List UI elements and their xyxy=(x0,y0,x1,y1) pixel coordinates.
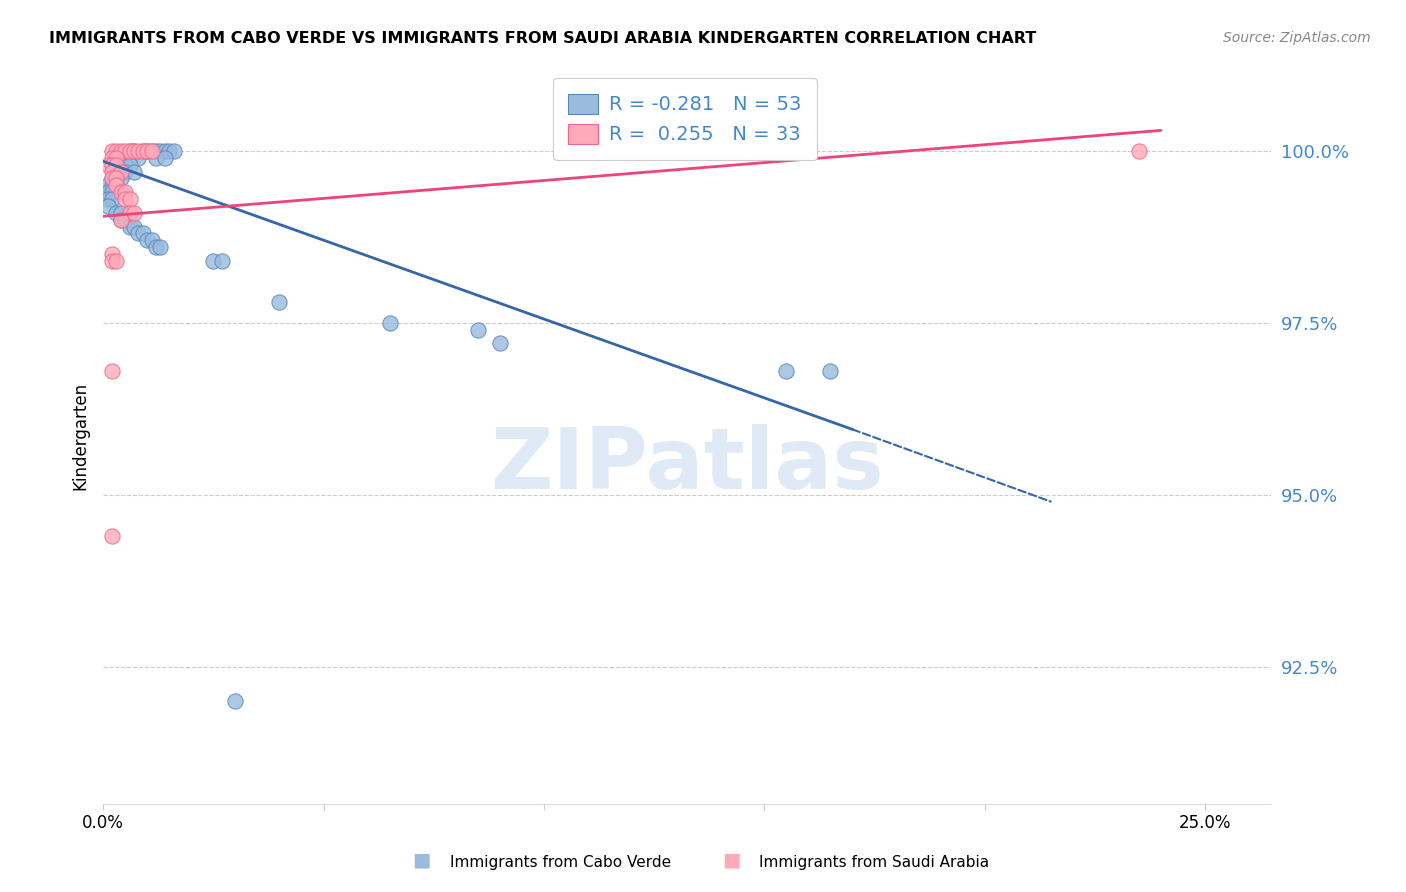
Point xyxy=(122,164,145,178)
Point xyxy=(105,171,128,186)
Point xyxy=(110,164,132,178)
Point xyxy=(96,178,118,193)
Point xyxy=(224,694,246,708)
Point xyxy=(118,144,141,158)
Point xyxy=(96,186,118,200)
Y-axis label: Kindergarten: Kindergarten xyxy=(72,382,89,491)
Point xyxy=(122,219,145,234)
Text: Immigrants from Saudi Arabia: Immigrants from Saudi Arabia xyxy=(759,855,990,870)
Point xyxy=(101,171,124,186)
Point xyxy=(127,144,149,158)
Point xyxy=(141,144,163,158)
Point xyxy=(105,158,128,172)
Point xyxy=(149,240,172,254)
Point xyxy=(105,178,128,193)
Point xyxy=(96,158,118,172)
Point xyxy=(118,158,141,172)
Point xyxy=(211,254,233,268)
Point xyxy=(110,171,132,186)
Point xyxy=(149,144,172,158)
Point xyxy=(136,144,159,158)
Point xyxy=(96,199,118,213)
Point xyxy=(101,192,124,206)
Point xyxy=(118,206,141,220)
Point xyxy=(122,144,145,158)
Point xyxy=(202,254,225,268)
Point xyxy=(110,212,132,227)
Point xyxy=(378,316,401,330)
Point xyxy=(110,206,132,220)
Point xyxy=(127,227,149,241)
Point xyxy=(114,164,136,178)
Point xyxy=(141,144,163,158)
Text: IMMIGRANTS FROM CABO VERDE VS IMMIGRANTS FROM SAUDI ARABIA KINDERGARTEN CORRELAT: IMMIGRANTS FROM CABO VERDE VS IMMIGRANTS… xyxy=(49,31,1036,46)
Point xyxy=(1128,144,1150,158)
Point xyxy=(101,164,124,178)
Point xyxy=(127,151,149,165)
Point xyxy=(269,295,291,310)
Point xyxy=(110,158,132,172)
Point xyxy=(141,233,163,247)
Point xyxy=(132,144,155,158)
Text: ■: ■ xyxy=(412,851,432,870)
Text: ZIPatlas: ZIPatlas xyxy=(491,425,884,508)
Point xyxy=(101,171,124,186)
Point xyxy=(110,212,132,227)
Point xyxy=(101,364,124,378)
Point xyxy=(101,144,124,158)
Point xyxy=(105,254,128,268)
Point xyxy=(118,192,141,206)
Point xyxy=(163,144,186,158)
Point xyxy=(132,144,155,158)
Point xyxy=(122,206,145,220)
Point xyxy=(136,233,159,247)
Point xyxy=(114,144,136,158)
Point xyxy=(114,212,136,227)
Point xyxy=(775,364,797,378)
Point xyxy=(153,144,176,158)
Point xyxy=(101,158,124,172)
Text: Source: ZipAtlas.com: Source: ZipAtlas.com xyxy=(1223,31,1371,45)
Point xyxy=(105,178,128,193)
Point xyxy=(136,144,159,158)
Point xyxy=(105,164,128,178)
Point xyxy=(101,247,124,261)
Point xyxy=(114,158,136,172)
Point xyxy=(110,164,132,178)
Text: ■: ■ xyxy=(721,851,741,870)
Point xyxy=(122,144,145,158)
Point xyxy=(118,144,141,158)
Point xyxy=(488,336,510,351)
Legend: R = -0.281   N = 53, R =  0.255   N = 33: R = -0.281 N = 53, R = 0.255 N = 33 xyxy=(553,78,817,160)
Point xyxy=(101,186,124,200)
Point xyxy=(101,254,124,268)
Point xyxy=(114,186,136,200)
Point xyxy=(101,529,124,543)
Point xyxy=(145,240,167,254)
Point xyxy=(118,219,141,234)
Point xyxy=(110,186,132,200)
Point xyxy=(820,364,842,378)
Point xyxy=(105,144,128,158)
Point xyxy=(101,151,124,165)
Point xyxy=(467,323,489,337)
Point xyxy=(110,144,132,158)
Point xyxy=(105,206,128,220)
Point xyxy=(145,144,167,158)
Point xyxy=(132,227,155,241)
Point xyxy=(157,144,180,158)
Point xyxy=(118,151,141,165)
Point xyxy=(105,171,128,186)
Point xyxy=(114,192,136,206)
Text: Immigrants from Cabo Verde: Immigrants from Cabo Verde xyxy=(450,855,671,870)
Point xyxy=(153,151,176,165)
Point xyxy=(105,151,128,165)
Point xyxy=(101,178,124,193)
Point xyxy=(145,151,167,165)
Point xyxy=(96,192,118,206)
